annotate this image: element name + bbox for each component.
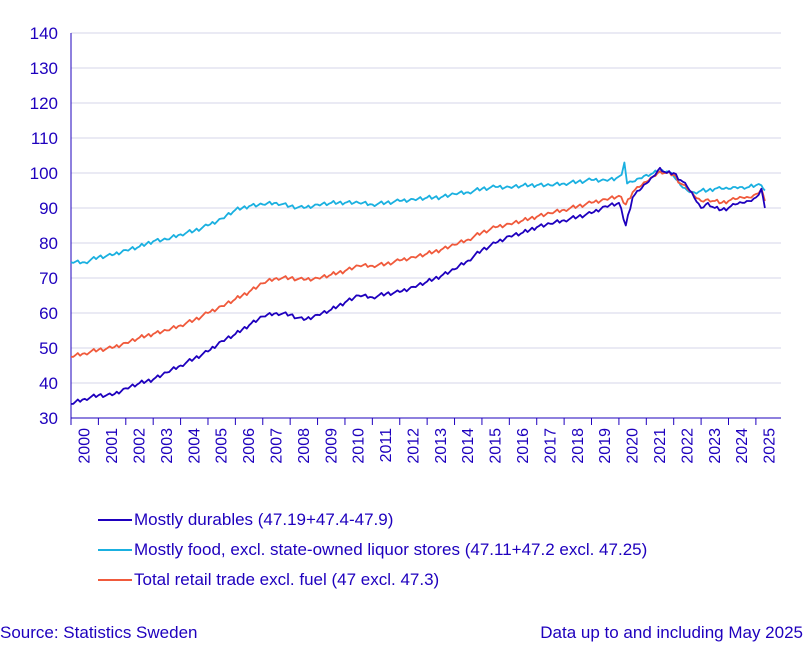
legend-label-total: Total retail trade excl. fuel (47 excl. … <box>134 570 440 589</box>
y-tick-label: 130 <box>30 59 58 78</box>
x-tick-label: 2025 <box>762 428 779 464</box>
x-tick-label: 2023 <box>707 428 724 464</box>
series-lines <box>70 161 766 405</box>
grid-lines <box>71 32 781 384</box>
y-tick-label: 90 <box>39 199 58 218</box>
x-tick-label: 2006 <box>241 428 258 464</box>
y-tick-label: 100 <box>30 164 58 183</box>
legend: Mostly durables (47.19+47.4-47.9) Mostly… <box>98 505 647 595</box>
y-tick-label: 140 <box>30 24 58 43</box>
x-tick-label: 2004 <box>186 428 203 464</box>
x-tick-label: 2014 <box>460 428 477 464</box>
x-tick-label: 2012 <box>405 428 422 464</box>
x-tick-label: 2008 <box>296 428 313 464</box>
x-tick-label: 2010 <box>351 428 368 464</box>
legend-item-durables: Mostly durables (47.19+47.4-47.9) <box>98 505 647 535</box>
y-tick-label: 60 <box>39 304 58 323</box>
x-tick-label: 2013 <box>433 428 450 464</box>
legend-label-food: Mostly food, excl. state-owned liquor st… <box>134 540 648 559</box>
legend-swatch-total <box>98 579 132 581</box>
x-tick-label: 2000 <box>77 428 94 464</box>
y-tick-label: 50 <box>39 339 58 358</box>
x-tick-label: 2016 <box>515 428 532 464</box>
y-tick-label: 110 <box>31 129 58 148</box>
legend-item-total: Total retail trade excl. fuel (47 excl. … <box>98 565 647 595</box>
x-tick-label: 2003 <box>159 428 176 464</box>
x-tick-label: 2002 <box>131 428 148 464</box>
legend-item-food: Mostly food, excl. state-owned liquor st… <box>98 535 647 565</box>
x-tick-label: 2018 <box>570 428 587 464</box>
y-axis: 30 40 50 60 70 80 90 100 110 120 130 140 <box>30 24 72 428</box>
x-tick-label: 2022 <box>679 428 696 464</box>
x-axis: 2000 2001 2002 2003 2004 2005 2006 2007 2008 2009… <box>70 417 781 464</box>
x-tick-label: 2007 <box>268 428 285 464</box>
series-line-1 <box>70 161 766 265</box>
x-tick-label: 2017 <box>542 428 559 464</box>
x-tick-label: 2009 <box>323 428 340 464</box>
x-tick-label: 2001 <box>104 428 121 464</box>
x-tick-label: 2011 <box>378 428 395 463</box>
x-tick-label: 2005 <box>214 428 231 464</box>
x-tick-label: 2015 <box>488 428 505 464</box>
legend-swatch-durables <box>98 519 132 521</box>
y-tick-label: 120 <box>30 94 58 113</box>
y-tick-label: 70 <box>39 269 58 288</box>
series-line-0 <box>70 166 766 405</box>
legend-swatch-food <box>98 549 132 551</box>
legend-label-durables: Mostly durables (47.19+47.4-47.9) <box>134 510 394 529</box>
x-tick-label: 2024 <box>734 428 751 464</box>
x-tick-label: 2021 <box>652 428 669 464</box>
y-tick-label: 80 <box>39 234 58 253</box>
y-tick-label: 40 <box>39 374 58 393</box>
y-tick-label: 30 <box>39 409 58 428</box>
x-tick-label: 2020 <box>625 428 642 464</box>
source-note: Source: Statistics Sweden <box>0 623 198 642</box>
x-tick-label: 2019 <box>597 428 614 464</box>
data-range-note: Data up to and including May 2025 <box>540 623 803 642</box>
